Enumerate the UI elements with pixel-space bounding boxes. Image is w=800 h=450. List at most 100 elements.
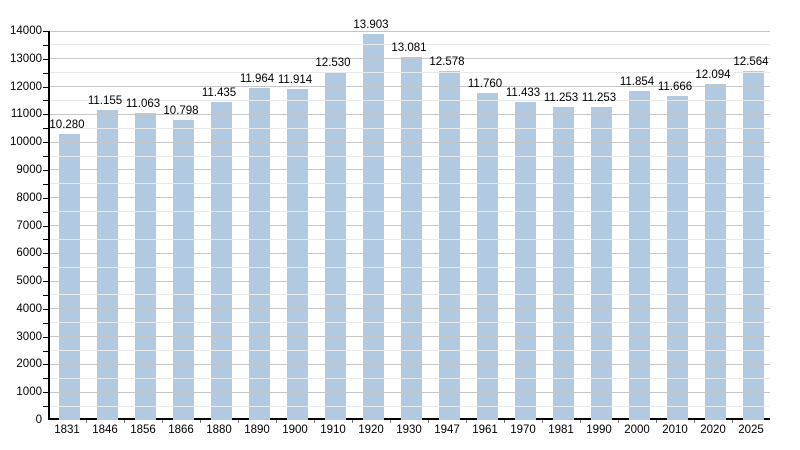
bar [476,93,498,420]
y-axis-tick-mark [43,267,48,269]
y-axis-tick-mark [43,169,48,171]
bar-value-label: 11.063 [125,97,161,110]
minor-gridline [50,44,770,46]
y-axis-tick-label: 0 [35,414,42,426]
bar-value-label: 11.666 [657,80,693,93]
bar [666,95,688,420]
bar [210,102,232,420]
y-axis-tick-label: 5000 [16,275,42,288]
bar [514,102,536,420]
major-gridline [50,141,770,143]
y-axis-tick-mark [43,308,48,310]
x-axis-boundary-tick [276,420,277,423]
x-axis-tick-label: 1866 [168,424,194,436]
minor-gridline [50,127,770,129]
major-gridline [50,280,770,282]
x-axis-tick-label: 1990 [586,424,612,436]
y-axis-tick-mark [43,350,48,352]
x-axis-boundary-tick [200,420,201,423]
major-gridline [50,197,770,199]
y-axis-tick-mark [43,156,48,158]
bar-value-label: 11.914 [277,73,313,86]
x-axis-boundary-tick [580,420,581,423]
x-axis-tick-label: 1981 [548,424,574,436]
x-axis-tick-label: 1970 [510,424,536,436]
minor-gridline [50,266,770,268]
bar [134,112,156,420]
x-axis-boundary-tick [466,420,467,423]
minor-gridline [50,294,770,296]
y-axis-tick-mark [43,392,48,394]
x-axis-boundary-tick [124,420,125,423]
x-axis-boundary-tick [352,420,353,423]
y-axis-tick-mark [43,294,48,296]
x-axis-boundary-tick [390,420,391,423]
x-axis-tick-label: 1961 [472,424,498,436]
x-axis-boundary-tick [314,420,315,423]
x-axis-tick-label: 2000 [624,424,650,436]
x-axis-tick-label: 1846 [92,424,118,436]
minor-gridline [50,155,770,157]
bar-value-label: 11.253 [581,92,617,105]
y-axis-tick-mark [43,253,48,255]
x-axis-tick-label: 2010 [662,424,688,436]
bar-value-label: 11.155 [87,95,123,108]
x-axis-tick-label: 1890 [244,424,270,436]
x-axis-boundary-tick [656,420,657,423]
x-axis-boundary-tick [504,420,505,423]
major-gridline [50,113,770,115]
major-gridline [50,336,770,338]
x-axis-boundary-tick [86,420,87,423]
y-axis-tick-mark [43,378,48,380]
x-axis-boundary-tick [238,420,239,423]
bar [324,71,346,420]
y-axis-tick-label: 13000 [10,52,42,65]
bar-value-label: 11.253 [543,92,579,105]
y-axis-tick-mark [43,281,48,283]
x-axis-tick-label: 1880 [206,424,232,436]
major-gridline [50,225,770,226]
x-axis-boundary-tick [542,420,543,423]
y-axis-tick-mark [43,322,48,324]
bar [362,33,384,420]
y-axis-tick-mark [43,239,48,241]
x-axis-tick-label: 1900 [282,424,308,436]
x-axis-boundary-tick [428,420,429,423]
y-axis-tick-label: 3000 [16,330,42,343]
bar-value-label: 13.903 [353,18,389,31]
y-axis-tick-label: 1000 [16,386,42,399]
y-axis-tick-mark [43,31,48,32]
y-axis-tick-mark [43,44,48,46]
bar-value-label: 12.578 [429,55,465,68]
bar-value-label: 12.530 [315,56,351,69]
y-axis-tick-mark [43,72,48,74]
x-axis-tick-label: 1856 [130,424,156,436]
bar [58,134,80,420]
x-axis-tick-label: 2025 [738,424,764,436]
major-gridline [50,169,770,171]
major-gridline [50,58,770,60]
x-axis-boundary-tick [162,420,163,423]
y-axis-tick-mark [43,114,48,116]
y-axis-tick-label: 8000 [16,191,42,204]
x-axis-tick-label: 2020 [700,424,726,436]
bar-value-label: 12.564 [733,55,769,68]
y-axis-tick-label: 9000 [16,163,42,176]
bar [438,70,460,420]
x-axis-boundary-tick [694,420,695,423]
bar-value-label: 11.433 [505,87,541,100]
plot-area [48,30,770,420]
y-axis-tick-label: 2000 [16,358,42,371]
major-gridline [50,86,770,88]
y-axis-tick-label: 10000 [10,136,42,149]
major-gridline [50,363,770,365]
x-axis-tick-label: 1831 [54,424,80,436]
x-axis-tick-label: 1947 [434,424,460,436]
bar-value-label: 11.435 [201,87,237,100]
bar-value-label: 11.964 [239,72,275,85]
bar-value-label: 12.094 [695,68,731,81]
bar-value-label: 11.854 [619,75,655,88]
y-axis-tick-label: 7000 [16,219,42,232]
minor-gridline [50,72,770,74]
